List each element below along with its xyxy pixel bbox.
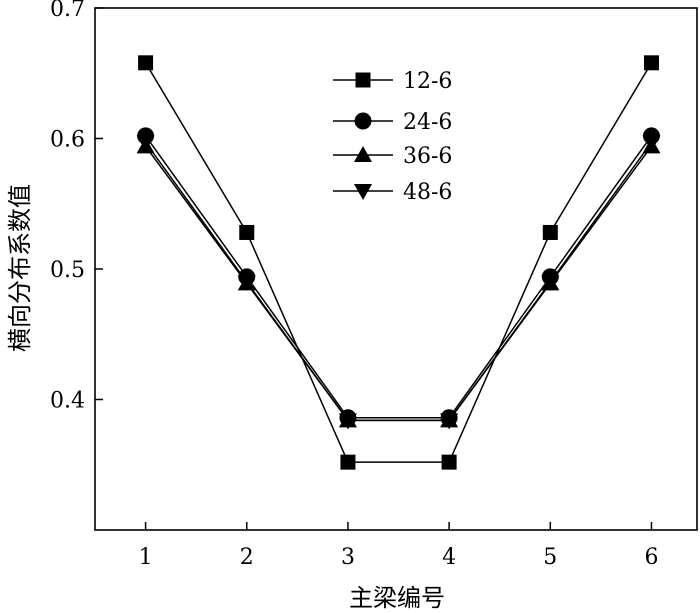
legend-marker xyxy=(354,112,372,130)
legend-label: 12-6 xyxy=(403,69,452,94)
series-line-48-6 xyxy=(144,141,653,422)
data-point-48-6 xyxy=(136,135,155,152)
x-tick-label: 3 xyxy=(341,545,355,570)
legend-label: 36-6 xyxy=(403,144,452,169)
data-point-48-6 xyxy=(237,275,256,292)
x-tick-label: 1 xyxy=(139,545,153,570)
x-tick-label: 4 xyxy=(442,545,456,570)
legend-label: 24-6 xyxy=(403,110,452,135)
legend-label: 48-6 xyxy=(403,180,452,205)
data-point-12-6 xyxy=(138,55,154,71)
data-point-12-6 xyxy=(239,224,255,240)
series-markers xyxy=(136,55,661,470)
data-point-12-6 xyxy=(441,454,457,470)
y-tick-label: 0.5 xyxy=(50,258,85,283)
legend-marker xyxy=(354,184,372,200)
data-point-12-6 xyxy=(340,454,356,470)
data-point-12-6 xyxy=(542,224,558,240)
y-tick-label: 0.4 xyxy=(50,389,85,414)
legend-marker xyxy=(354,146,372,162)
x-tick-label: 5 xyxy=(543,545,557,570)
series-line-24-6 xyxy=(144,135,653,419)
data-point-48-6 xyxy=(642,135,661,152)
y-tick-label: 0.7 xyxy=(50,0,85,22)
y-tick-label: 0.6 xyxy=(50,128,85,153)
x-tick-label: 2 xyxy=(240,545,254,570)
y-axis-title: 横向分布系数值 xyxy=(6,184,34,352)
data-point-48-6 xyxy=(440,413,459,430)
series-line-12-6 xyxy=(144,62,653,463)
plot-frame xyxy=(94,7,698,531)
x-tick-label: 6 xyxy=(644,545,658,570)
data-point-48-6 xyxy=(338,413,357,430)
data-point-12-6 xyxy=(643,55,659,71)
series-lines xyxy=(144,62,653,463)
axes: 1 2 3 4 5 6 0.4 0.5 0.6 0.7 xyxy=(50,0,698,570)
x-axis-title: 主梁编号 xyxy=(349,584,445,612)
series-line-36-6 xyxy=(144,145,653,422)
legend: 12-6 24-6 36-6 48-6 xyxy=(333,69,452,205)
legend-marker xyxy=(355,72,371,88)
data-point-48-6 xyxy=(541,275,560,292)
